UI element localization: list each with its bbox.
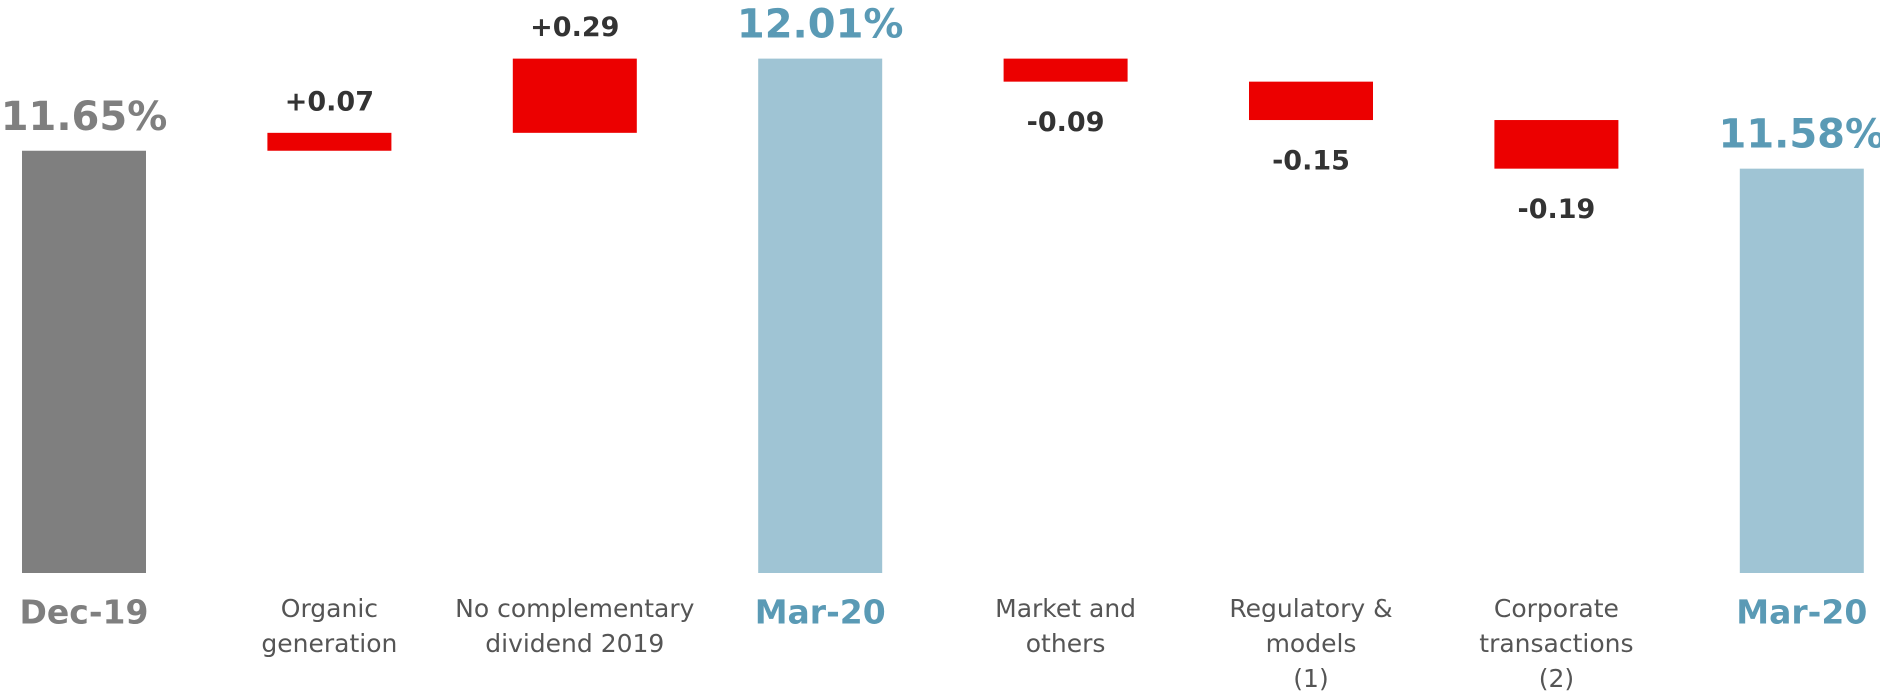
x-tick-label: transactions xyxy=(1479,629,1633,658)
bar xyxy=(758,58,883,573)
bar xyxy=(512,58,637,133)
x-tick-label: Mar-20 xyxy=(1736,593,1867,632)
value-label: 11.58% xyxy=(1718,112,1880,158)
x-tick-label: (1) xyxy=(1293,664,1328,693)
value-label: -0.19 xyxy=(1517,194,1595,225)
value-label: -0.15 xyxy=(1272,146,1350,177)
x-tick-label: Regulatory & xyxy=(1229,594,1392,623)
value-label: +0.07 xyxy=(285,86,374,117)
value-label: 11.65% xyxy=(1,94,168,140)
value-label: 12.01% xyxy=(737,2,904,48)
bar xyxy=(1249,81,1373,121)
bar xyxy=(267,132,392,151)
x-tick-label: Organic xyxy=(281,594,378,623)
x-tick-label: Corporate xyxy=(1494,594,1619,623)
value-label: -0.09 xyxy=(1027,107,1105,138)
x-tick-label: No complementary xyxy=(455,594,695,623)
x-tick-label: models xyxy=(1266,629,1357,658)
x-tick-label: (2) xyxy=(1539,664,1574,693)
x-tick-label: Dec-19 xyxy=(20,593,149,632)
bar xyxy=(1003,58,1128,82)
x-tick-label: Market and xyxy=(995,594,1136,623)
bar xyxy=(1739,168,1864,573)
value-label: +0.29 xyxy=(530,12,619,43)
bar xyxy=(22,150,146,573)
x-tick-label: dividend 2019 xyxy=(485,629,664,658)
x-tick-label: generation xyxy=(261,629,397,658)
x-tick-label: Mar-20 xyxy=(755,593,886,632)
bar xyxy=(1494,120,1619,169)
x-tick-label: others xyxy=(1026,629,1106,658)
